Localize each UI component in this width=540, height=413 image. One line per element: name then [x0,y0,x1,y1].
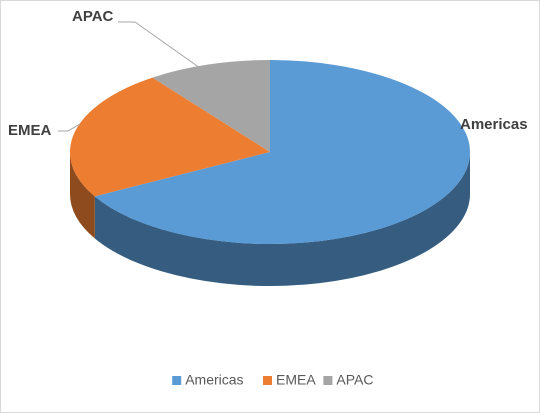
legend-label: APAC [336,372,373,388]
leader-line [58,123,81,132]
pie-side-shade [70,152,95,239]
data-label: EMEA [8,122,52,139]
legend-swatch [323,376,333,385]
legend-swatch [263,376,272,385]
legend-label: Americas [185,372,243,388]
pie-slice [70,77,271,197]
pie-slice [94,60,471,245]
legend-label: EMEA [276,372,316,388]
legend: Americas EMEA APAC [172,372,373,388]
pie-slice [152,60,270,152]
pie-side [70,152,95,239]
leader-line [118,21,201,69]
legend-swatch [172,376,182,385]
data-label: Americas [460,116,528,133]
pie-side [94,152,471,286]
pie [70,60,471,286]
data-label: APAC [72,8,114,25]
pie-side-shade [94,152,471,286]
